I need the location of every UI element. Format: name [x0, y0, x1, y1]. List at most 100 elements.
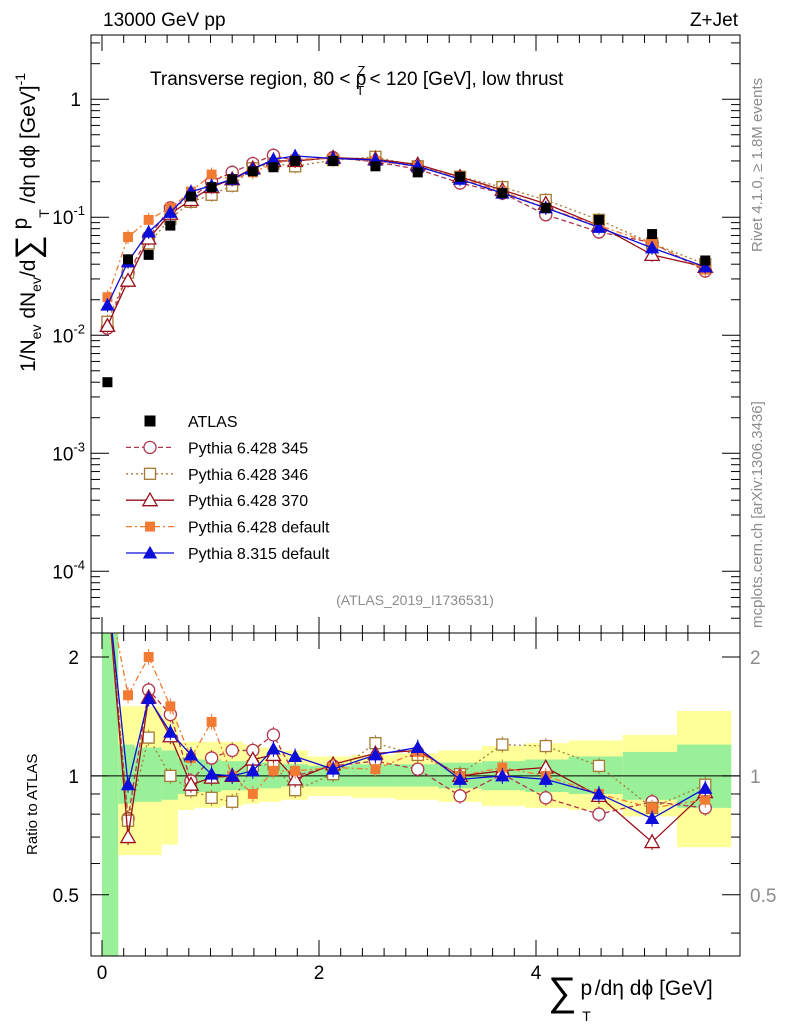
ratio-point	[287, 749, 303, 762]
atlas-point	[370, 161, 381, 172]
ratio-point	[591, 786, 607, 800]
ratio-point	[204, 767, 219, 780]
series-p346	[101, 149, 712, 329]
ratio-point	[119, 828, 137, 844]
series-p370	[99, 149, 714, 333]
series-p8	[100, 148, 713, 313]
ratio-point	[452, 772, 468, 785]
y-label-a: 1/N	[17, 339, 40, 372]
y-tick-base: 10	[52, 208, 73, 229]
y-label-e: /dη dϕ [GeV]	[17, 85, 40, 209]
ratio-series-layer	[110, 633, 714, 851]
y-label-e-sup: -1	[12, 73, 28, 86]
main-series-layer	[99, 148, 714, 388]
legend-label: Pythia 6.428 346	[188, 467, 308, 484]
ratio-point	[141, 691, 156, 705]
y-tick-exp: -3	[73, 439, 85, 454]
atlas-point	[247, 166, 258, 177]
ratio-point	[497, 762, 508, 773]
plot-title-post: < 120 [GeV], low thrust	[364, 69, 564, 90]
ratio-point	[592, 807, 606, 821]
legend-item-p370: Pythia 6.428 370	[126, 491, 308, 510]
main-y-axis-label: 1/Nev dNev/d∑ pT /dη dϕ [GeV]-1	[9, 73, 52, 372]
data-point	[100, 297, 115, 311]
header-right: Z+Jet	[690, 10, 739, 31]
ratio-series-p370	[110, 633, 714, 851]
atlas-point	[290, 155, 301, 166]
y-tick-base: 10	[52, 326, 73, 347]
x-label-p: p	[581, 977, 593, 1000]
data-point	[119, 272, 137, 287]
atlas-point	[102, 377, 113, 388]
ratio-point	[245, 763, 260, 777]
legend-label: Pythia 6.428 370	[188, 493, 308, 510]
main-plot-frame	[90, 34, 741, 634]
y-tick-base: 10	[52, 444, 73, 465]
legend-marker	[144, 415, 156, 427]
atlas-point	[700, 255, 711, 266]
ratio-point	[164, 769, 177, 783]
atlas-point	[412, 167, 423, 178]
data-point	[99, 317, 116, 333]
ratio-point	[165, 701, 176, 712]
y-label-c: /d	[17, 260, 40, 278]
y-label-sum: ∑	[9, 235, 47, 259]
ratio-point	[268, 765, 279, 776]
y-tick-label: 10-1	[52, 203, 85, 229]
header-left: 13000 GeV pp	[103, 10, 226, 31]
legend-marker	[145, 521, 155, 532]
atlas-point	[227, 174, 238, 185]
legend-item-p345: Pythia 6.428 345	[126, 440, 308, 457]
ratio-point	[290, 765, 301, 776]
ratio-y-axis-label: Ratio to ATLAS	[24, 754, 41, 855]
ratio-point	[225, 743, 239, 758]
ratio-point	[538, 772, 553, 785]
series-line-p345	[106, 154, 706, 329]
atlas-point	[497, 188, 508, 199]
series-line-p8	[106, 155, 706, 306]
ratio-tick-label-left: 1	[68, 767, 79, 788]
ratio-plot-frame	[90, 632, 741, 957]
x-tick-label: 2	[314, 963, 325, 984]
legend: ATLAS Pythia 6.428 345 Pythia 6.428 346 Pyt…	[126, 414, 330, 563]
ratio-point	[539, 791, 553, 805]
plot-title-sup: Z	[357, 63, 365, 78]
y-label-d-sub: T	[36, 209, 52, 218]
y-tick-exp: -1	[73, 203, 85, 218]
data-point	[163, 205, 178, 218]
x-label-p-sub: T	[582, 1008, 591, 1024]
ratio-point	[143, 652, 154, 662]
legend-item-p346: Pythia 6.428 346	[126, 467, 308, 484]
ratio-point	[647, 802, 658, 813]
atlas-point	[455, 171, 466, 182]
rivet-version-label: Rivet 4.1.0, ≥ 1.8M events	[749, 78, 766, 252]
ratio-point	[183, 747, 199, 761]
ratio-point	[204, 751, 219, 765]
x-label-rest: /dη dϕ [GeV]	[595, 977, 713, 1000]
band-green	[134, 747, 162, 802]
y-tick-exp: -4	[73, 557, 85, 572]
mcplots-label: mcplots.cern.ch [arXiv:1306.3436]	[749, 401, 766, 628]
ratio-point	[453, 789, 467, 803]
band-green	[102, 633, 119, 956]
ratio-point	[120, 777, 136, 791]
data-point	[123, 232, 133, 242]
atlas-point	[268, 162, 279, 173]
series-line-pdef	[106, 157, 706, 298]
ratio-tick-label-left: 0.5	[53, 886, 79, 907]
ratio-point	[643, 833, 661, 849]
y-tick-base: 10	[52, 562, 73, 583]
plot-title: Transverse region, 80 < pZ T < 120 [GeV],…	[150, 63, 564, 98]
atlas-point	[185, 191, 196, 202]
atlas-point	[540, 202, 551, 213]
ratio-point	[266, 741, 281, 755]
ratio-point	[496, 738, 509, 751]
series-pdef	[102, 151, 711, 305]
analysis-id: (ATLAS_2019_I1736531)	[336, 592, 494, 608]
ratio-point	[247, 789, 258, 799]
legend-label: ATLAS	[188, 414, 238, 431]
ratio-point	[226, 795, 239, 808]
x-tick-label: 0	[97, 963, 108, 984]
ratio-point	[410, 740, 425, 753]
ratio-point	[539, 739, 552, 753]
